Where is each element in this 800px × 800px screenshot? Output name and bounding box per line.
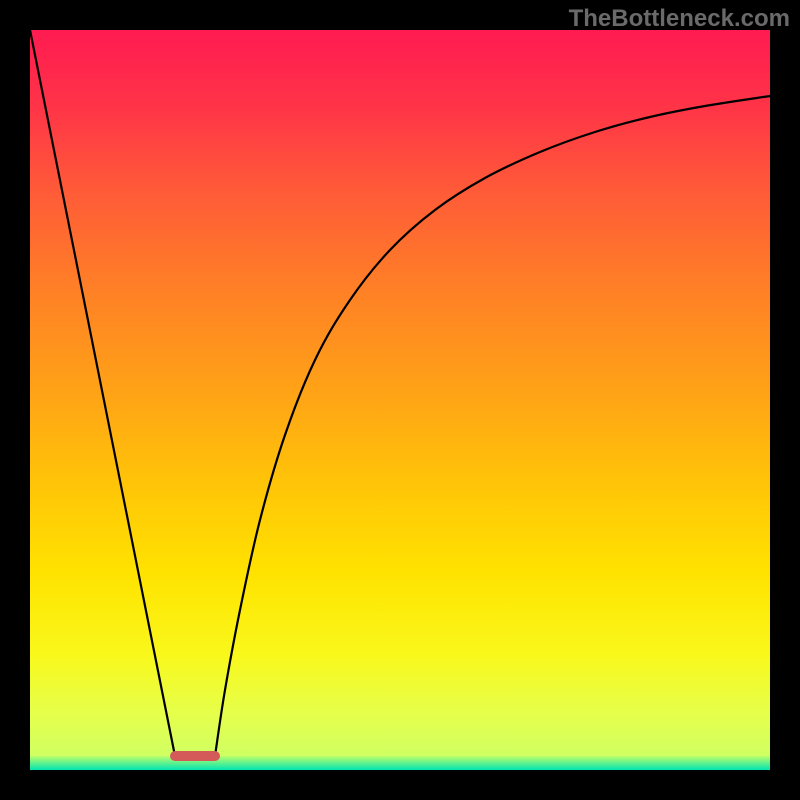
- chart-container: TheBottleneck.com: [0, 0, 800, 800]
- bottleneck-chart: [0, 0, 800, 800]
- green-strip: [30, 756, 770, 770]
- chart-background: [30, 30, 770, 756]
